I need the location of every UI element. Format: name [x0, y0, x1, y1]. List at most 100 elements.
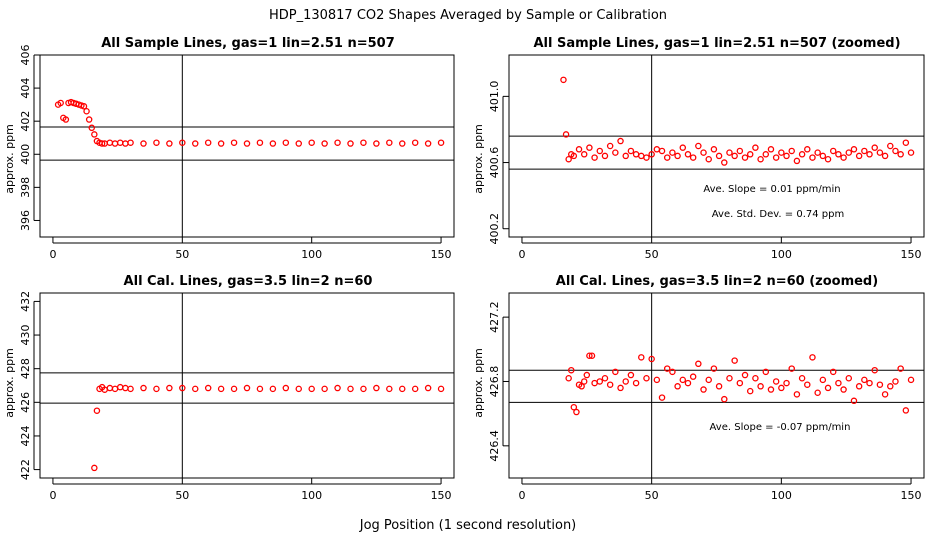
data-point — [679, 144, 687, 151]
data-point — [57, 99, 64, 107]
data-point — [591, 379, 598, 387]
data-point — [204, 384, 212, 392]
data-point — [705, 155, 712, 163]
data-point — [334, 384, 341, 392]
data-point — [179, 139, 186, 146]
data-point — [669, 368, 676, 376]
data-point — [658, 147, 666, 155]
y-axis-label: approx. ppm — [472, 124, 485, 194]
x-tick-label: 100 — [771, 248, 792, 261]
data-point — [726, 149, 733, 156]
data-point — [575, 146, 583, 153]
data-point — [127, 139, 134, 146]
data-point — [746, 151, 754, 158]
x-tick-label: 150 — [431, 489, 452, 502]
data-point — [907, 149, 915, 156]
data-point — [695, 360, 702, 368]
data-point — [684, 379, 692, 387]
data-point — [106, 139, 114, 146]
data-point — [866, 151, 873, 158]
y-tick-label: 401.0 — [488, 81, 501, 113]
y-tick-label: 398 — [19, 177, 32, 198]
data-point — [835, 151, 842, 158]
data-point — [334, 139, 341, 146]
data-point — [321, 140, 328, 147]
data-point — [243, 384, 251, 392]
data-point — [689, 154, 697, 161]
y-tick-label: 426.8 — [488, 366, 501, 398]
data-point — [648, 355, 655, 363]
data-point — [881, 391, 889, 398]
data-point — [902, 139, 910, 146]
data-point — [778, 384, 785, 392]
data-point — [588, 352, 596, 359]
data-point — [892, 147, 899, 155]
data-point — [321, 385, 328, 393]
x-tick-label: 0 — [518, 248, 525, 261]
data-point — [243, 140, 251, 147]
data-point — [596, 147, 604, 155]
data-point — [746, 387, 754, 395]
data-point — [617, 137, 624, 145]
data-point — [256, 385, 264, 393]
data-point — [116, 139, 124, 146]
data-point — [721, 159, 728, 166]
data-point — [804, 381, 811, 388]
y-tick-label: 422 — [19, 459, 32, 480]
data-point — [111, 385, 119, 393]
data-point — [829, 368, 837, 376]
data-point — [230, 385, 238, 393]
data-point — [560, 76, 567, 84]
data-point — [648, 151, 655, 158]
data-point — [736, 147, 744, 155]
plot-frame — [39, 292, 455, 479]
data-point — [772, 378, 780, 385]
data-point — [653, 146, 661, 153]
y-tick-label: 402 — [19, 111, 32, 132]
data-point — [411, 139, 419, 146]
data-point — [295, 385, 302, 393]
data-point — [840, 386, 847, 393]
x-tick-label: 150 — [431, 248, 452, 261]
data-point — [840, 154, 847, 161]
data-point — [217, 385, 225, 393]
y-axis-label: approx. ppm — [3, 124, 16, 194]
data-point — [809, 154, 816, 161]
data-point — [653, 376, 661, 384]
data-point — [627, 147, 635, 155]
data-point — [700, 386, 707, 393]
data-point — [674, 383, 681, 390]
x-tick-label: 100 — [301, 248, 322, 261]
data-point — [606, 142, 614, 150]
data-point — [809, 354, 816, 361]
data-point — [731, 357, 738, 364]
data-point — [122, 384, 129, 392]
data-point — [710, 365, 718, 372]
data-point — [829, 147, 837, 155]
x-tick-label: 100 — [301, 489, 322, 502]
data-point — [601, 152, 609, 160]
data-point — [127, 385, 134, 393]
data-point — [835, 379, 842, 387]
data-point — [627, 371, 635, 379]
data-point — [819, 152, 827, 160]
data-point — [308, 139, 315, 146]
data-point — [106, 384, 114, 392]
data-point — [424, 140, 432, 147]
data-point — [166, 140, 173, 147]
y-tick-label: 396 — [19, 210, 32, 231]
x-tick-label: 150 — [901, 489, 922, 502]
data-point — [570, 152, 578, 160]
data-point — [140, 140, 147, 147]
data-point — [757, 383, 764, 390]
data-point — [591, 154, 598, 161]
y-tick-label: 400.2 — [488, 213, 501, 245]
data-point — [804, 146, 811, 153]
data-point — [191, 140, 199, 147]
figure-xlabel: Jog Position (1 second resolution) — [359, 518, 577, 533]
data-point — [565, 375, 572, 382]
y-axis-label: approx. ppm — [472, 348, 485, 418]
data-point — [632, 379, 640, 387]
data-point — [845, 375, 853, 382]
data-point — [783, 379, 790, 387]
